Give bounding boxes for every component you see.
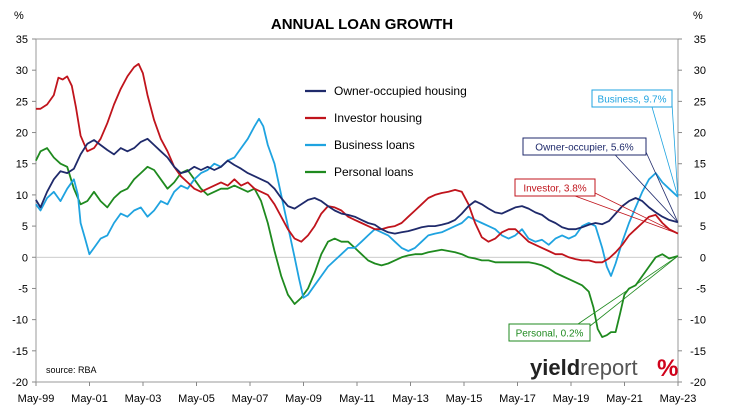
callout-label: Investor, 3.8%: [523, 184, 586, 195]
y-tick-label-right: 5: [700, 221, 706, 233]
callout-leader: [577, 255, 679, 325]
callout-personal-loans: Personal, 0.2%: [508, 255, 679, 342]
x-tick-label: May-05: [178, 393, 215, 405]
x-tick-label: May-21: [606, 393, 643, 405]
x-tick-label: May-99: [18, 393, 55, 405]
x-tick-label: May-17: [499, 393, 536, 405]
legend-label-owner-occupied-housing: Owner-occupied housing: [334, 84, 467, 98]
y-tick-label-left: 5: [22, 221, 28, 233]
callout-box: [591, 89, 673, 108]
y-tick-label-right: -20: [690, 377, 706, 389]
x-tick-label: May-01: [71, 393, 108, 405]
legend-label-personal-loans: Personal loans: [334, 165, 413, 179]
x-tick-label: May-03: [125, 393, 162, 405]
y-tick-label-left: 10: [16, 190, 28, 202]
y-tick-label-right: 30: [694, 65, 706, 77]
y-tick-label-right: 25: [694, 96, 706, 108]
callout-box: [514, 178, 596, 197]
brand-logo: yieldreport %: [530, 355, 678, 382]
callout-leader: [671, 103, 679, 197]
svg-text:yieldreport: yieldreport: [530, 355, 638, 380]
callout-owner-occupied-housing: Owner-occupier, 5.6%: [522, 137, 679, 223]
y-tick-label-left: 35: [16, 34, 28, 46]
callout-leader: [645, 151, 679, 223]
y-tick-label-right: 20: [694, 128, 706, 140]
legend-label-investor-housing: Investor housing: [334, 111, 422, 125]
x-axis: May-99 May-01 May-03 May-05 May-07 May-09 May-…: [18, 256, 697, 405]
y-tick-label-left: 15: [16, 159, 28, 171]
y-axis-right: 35 30 25 20 15 10 5 0 -5 -10 -15 -20: [678, 34, 706, 389]
series-lines: [35, 63, 679, 338]
callout-leader: [574, 195, 679, 234]
y-axis-left: 35 30 25 20 15 10 5 0 -5 -10 -15 -20: [12, 34, 36, 389]
y-tick-label-left: 0: [22, 252, 28, 264]
series-line-owner-occupied-housing: [35, 137, 679, 235]
callout-box: [508, 323, 591, 342]
y-axis-unit-right: %: [693, 10, 703, 22]
callout-leader: [594, 192, 679, 234]
brand-logo-part2: report: [580, 355, 637, 380]
y-tick-label-right: -10: [690, 315, 706, 327]
callout-label: Owner-occupier, 5.6%: [535, 143, 633, 154]
source-note: source: RBA: [46, 365, 97, 375]
callout-label: Personal, 0.2%: [516, 329, 584, 340]
brand-logo-part1: yield: [530, 355, 580, 380]
y-tick-label-left: -20: [12, 377, 28, 389]
y-tick-label-left: -15: [12, 346, 28, 358]
callout-label: Business, 9.7%: [598, 95, 667, 106]
x-tick-label: May-07: [232, 393, 269, 405]
legend-label-business-loans: Business loans: [334, 138, 415, 152]
callouts: Business, 9.7% Owner-occupier, 5.6% Invest…: [508, 89, 679, 342]
x-tick-label: May-19: [553, 393, 590, 405]
x-tick-label: May-15: [446, 393, 483, 405]
x-tick-label: May-13: [392, 393, 429, 405]
y-tick-label-left: 20: [16, 128, 28, 140]
x-tick-label: May-23: [660, 393, 697, 405]
chart-title: ANNUAL LOAN GROWTH: [271, 16, 453, 33]
legend: Owner-occupied housing Investor housing Bu…: [305, 84, 467, 179]
y-tick-label-right: -15: [690, 346, 706, 358]
callout-box: [522, 137, 647, 156]
y-tick-label-left: 25: [16, 96, 28, 108]
y-tick-label-right: -5: [696, 283, 706, 295]
callout-investor-housing: Investor, 3.8%: [514, 178, 679, 234]
callout-leader: [651, 106, 679, 197]
y-tick-label-left: -5: [18, 283, 28, 295]
x-tick-label: May-11: [339, 393, 375, 405]
series-line-business-loans: [35, 117, 679, 299]
brand-logo-percent: %: [657, 355, 678, 382]
callout-leader: [614, 154, 679, 223]
y-axis-unit-left: %: [14, 10, 24, 22]
series-line-personal-loans: [35, 147, 679, 338]
y-tick-label-right: 35: [694, 34, 706, 46]
y-tick-label-left: 30: [16, 65, 28, 77]
callout-leader: [589, 255, 679, 327]
x-tick-label: May-09: [285, 393, 322, 405]
callout-business-loans: Business, 9.7%: [591, 89, 679, 197]
y-tick-label-left: -10: [12, 315, 28, 327]
y-tick-label-right: 0: [700, 252, 706, 264]
y-tick-label-right: 10: [694, 190, 706, 202]
y-tick-label-right: 15: [694, 159, 706, 171]
